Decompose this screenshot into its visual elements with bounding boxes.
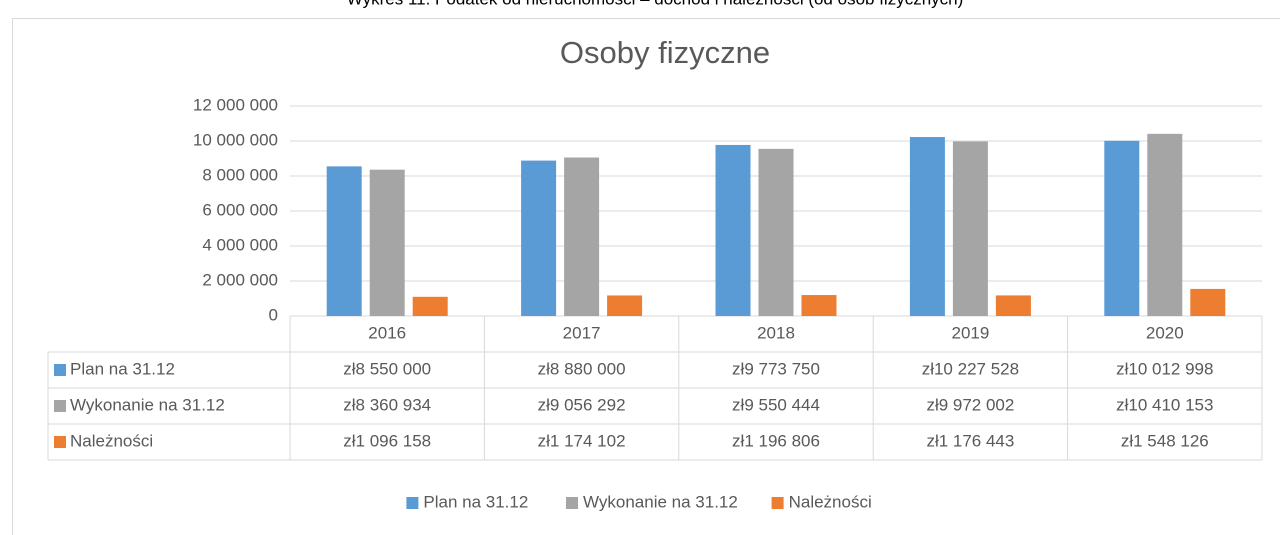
y-tick-label: 10 000 000 bbox=[193, 130, 278, 149]
bar bbox=[412, 296, 448, 316]
table-cell: zł1 196 806 bbox=[732, 431, 820, 450]
bar bbox=[326, 166, 362, 316]
legend-key bbox=[566, 497, 578, 509]
legend-label: Wykonanie na 31.12 bbox=[583, 492, 738, 511]
table-cell: zł10 012 998 bbox=[1116, 359, 1213, 378]
x-tick-label: 2020 bbox=[1146, 323, 1184, 342]
bar bbox=[564, 157, 600, 316]
table-cell: zł9 550 444 bbox=[732, 395, 820, 414]
table-cell: zł9 056 292 bbox=[538, 395, 626, 414]
x-tick-label: 2016 bbox=[368, 323, 406, 342]
table-row-label: Wykonanie na 31.12 bbox=[70, 395, 225, 414]
bar bbox=[1104, 140, 1140, 316]
bar bbox=[909, 137, 945, 316]
bar bbox=[995, 295, 1031, 316]
bar bbox=[1190, 288, 1226, 316]
table-row-label: Plan na 31.12 bbox=[70, 359, 175, 378]
legend-label: Plan na 31.12 bbox=[423, 492, 528, 511]
caption: Wykres 11. Podatek od nieruchomości – do… bbox=[347, 0, 964, 8]
y-tick-label: 6 000 000 bbox=[202, 200, 278, 219]
table-cell: zł10 227 528 bbox=[922, 359, 1019, 378]
bar bbox=[607, 295, 643, 316]
legend-label: Należności bbox=[789, 492, 872, 511]
bar bbox=[952, 141, 988, 316]
y-tick-label: 4 000 000 bbox=[202, 235, 278, 254]
table-cell: zł1 174 102 bbox=[538, 431, 626, 450]
table-cell: zł9 773 750 bbox=[732, 359, 820, 378]
table-cell: zł10 410 153 bbox=[1116, 395, 1213, 414]
bar bbox=[801, 295, 837, 316]
chart-border bbox=[12, 18, 1280, 535]
bar bbox=[715, 144, 751, 316]
table-legend-key bbox=[54, 400, 66, 412]
chart-title: Osoby fizyczne bbox=[560, 35, 770, 70]
bar bbox=[521, 160, 557, 316]
x-tick-label: 2019 bbox=[951, 323, 989, 342]
table-cell: zł1 096 158 bbox=[343, 431, 431, 450]
y-tick-label: 2 000 000 bbox=[202, 270, 278, 289]
y-tick-label: 0 bbox=[269, 305, 278, 324]
table-row-label: Należności bbox=[70, 431, 153, 450]
bar bbox=[758, 148, 794, 316]
bar bbox=[369, 169, 405, 316]
bar bbox=[1147, 133, 1183, 316]
legend-key bbox=[406, 497, 419, 509]
legend-key bbox=[771, 497, 784, 509]
table-cell: zł9 972 002 bbox=[926, 395, 1014, 414]
table-cell: zł8 550 000 bbox=[343, 359, 431, 378]
table-cell: zł8 880 000 bbox=[538, 359, 626, 378]
table-cell: zł1 548 126 bbox=[1121, 431, 1209, 450]
y-tick-label: 8 000 000 bbox=[202, 165, 278, 184]
table-legend-key bbox=[54, 436, 66, 448]
table-cell: zł8 360 934 bbox=[343, 395, 431, 414]
x-tick-label: 2018 bbox=[757, 323, 795, 342]
y-tick-label: 12 000 000 bbox=[193, 95, 278, 114]
table-legend-key bbox=[54, 364, 66, 376]
table-cell: zł1 176 443 bbox=[926, 431, 1014, 450]
x-tick-label: 2017 bbox=[563, 323, 601, 342]
